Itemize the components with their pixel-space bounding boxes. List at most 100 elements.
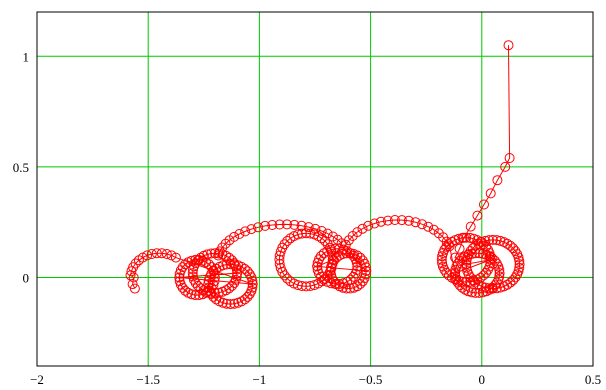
data-point bbox=[360, 269, 371, 280]
data-point bbox=[510, 272, 521, 283]
data-point bbox=[247, 279, 258, 290]
data-point bbox=[465, 276, 476, 287]
data-point bbox=[487, 253, 498, 264]
data-point bbox=[127, 279, 138, 290]
data-point bbox=[275, 246, 286, 257]
data-point bbox=[303, 222, 314, 233]
data-point bbox=[296, 281, 307, 291]
data-point bbox=[504, 153, 515, 163]
data-point bbox=[224, 235, 235, 246]
data-point bbox=[296, 220, 307, 231]
data-point bbox=[503, 40, 514, 51]
data-point bbox=[474, 287, 485, 298]
data-point bbox=[487, 234, 498, 245]
x-tick-label: −2 bbox=[30, 372, 44, 387]
data-point bbox=[206, 248, 217, 259]
data-point bbox=[225, 299, 236, 310]
data-point bbox=[348, 251, 359, 261]
data-point bbox=[338, 244, 349, 255]
data-point bbox=[423, 221, 434, 232]
data-point bbox=[357, 223, 368, 234]
data-point bbox=[166, 250, 177, 261]
data-point bbox=[174, 268, 185, 279]
data-point bbox=[513, 266, 524, 277]
data-point bbox=[514, 259, 525, 270]
data-point bbox=[466, 287, 477, 298]
data-point bbox=[229, 259, 240, 270]
data-point bbox=[209, 248, 220, 259]
data-point bbox=[312, 261, 323, 272]
data-point bbox=[357, 255, 368, 266]
data-point bbox=[234, 229, 245, 239]
data-point bbox=[510, 246, 521, 257]
data-point bbox=[461, 232, 472, 243]
y-tick-label: 0 bbox=[23, 271, 30, 286]
data-point bbox=[194, 290, 204, 301]
grid-lines bbox=[37, 12, 593, 366]
data-point bbox=[389, 215, 400, 225]
data-point bbox=[494, 271, 505, 282]
data-point bbox=[320, 236, 330, 246]
data-point bbox=[224, 283, 235, 294]
data-point bbox=[217, 297, 228, 308]
data-point bbox=[194, 254, 204, 265]
data-point bbox=[396, 215, 407, 226]
data-point bbox=[341, 283, 352, 294]
data-point bbox=[229, 298, 240, 309]
data-point bbox=[206, 289, 217, 300]
data-point bbox=[233, 260, 244, 271]
data-point bbox=[470, 287, 481, 298]
data-point bbox=[514, 262, 525, 273]
data-point bbox=[495, 235, 506, 246]
data-point bbox=[474, 248, 485, 259]
data-point bbox=[177, 262, 188, 273]
data-point bbox=[204, 259, 214, 270]
data-point bbox=[129, 283, 140, 294]
data-point bbox=[239, 263, 250, 274]
data-point bbox=[282, 236, 293, 246]
data-point bbox=[316, 276, 327, 287]
data-point bbox=[410, 217, 421, 228]
data-point bbox=[312, 257, 323, 268]
data-point bbox=[274, 250, 285, 261]
data-point bbox=[217, 249, 228, 260]
data-point bbox=[436, 254, 447, 265]
data-point bbox=[151, 248, 162, 259]
data-point bbox=[277, 266, 288, 277]
data-point bbox=[450, 264, 461, 275]
data-point bbox=[491, 235, 502, 246]
data-point bbox=[403, 215, 414, 226]
data-point bbox=[221, 298, 232, 309]
x-tick-label: −1.5 bbox=[136, 372, 160, 387]
data-point bbox=[345, 274, 356, 285]
data-point bbox=[246, 224, 257, 235]
data-point bbox=[227, 280, 237, 291]
data-point bbox=[161, 249, 172, 259]
x-tick-label: −0.5 bbox=[359, 372, 383, 387]
data-point bbox=[454, 255, 465, 266]
data-point bbox=[450, 268, 461, 279]
x-tick-labels: −2 −1.5 −1 −0.5 0 0.5 bbox=[30, 372, 601, 387]
x-tick-label: −1 bbox=[252, 372, 266, 387]
data-point bbox=[279, 270, 290, 281]
data-point bbox=[183, 257, 194, 268]
data-point bbox=[316, 251, 326, 261]
data-point bbox=[203, 279, 214, 290]
data-point bbox=[472, 210, 483, 221]
data-point bbox=[461, 262, 472, 273]
data-point bbox=[253, 222, 264, 233]
data-point bbox=[481, 267, 491, 278]
data-point bbox=[485, 188, 496, 199]
data-point bbox=[350, 254, 361, 265]
data-point bbox=[326, 263, 337, 273]
data-point bbox=[477, 248, 488, 259]
data-point bbox=[417, 219, 428, 230]
data-point bbox=[433, 228, 444, 239]
data-point bbox=[322, 228, 333, 239]
data-point bbox=[146, 249, 157, 259]
data-point bbox=[382, 215, 393, 226]
y-tick-label: 0.5 bbox=[13, 160, 29, 175]
data-point bbox=[156, 248, 167, 259]
data-point bbox=[327, 231, 338, 242]
data-point bbox=[327, 259, 338, 269]
